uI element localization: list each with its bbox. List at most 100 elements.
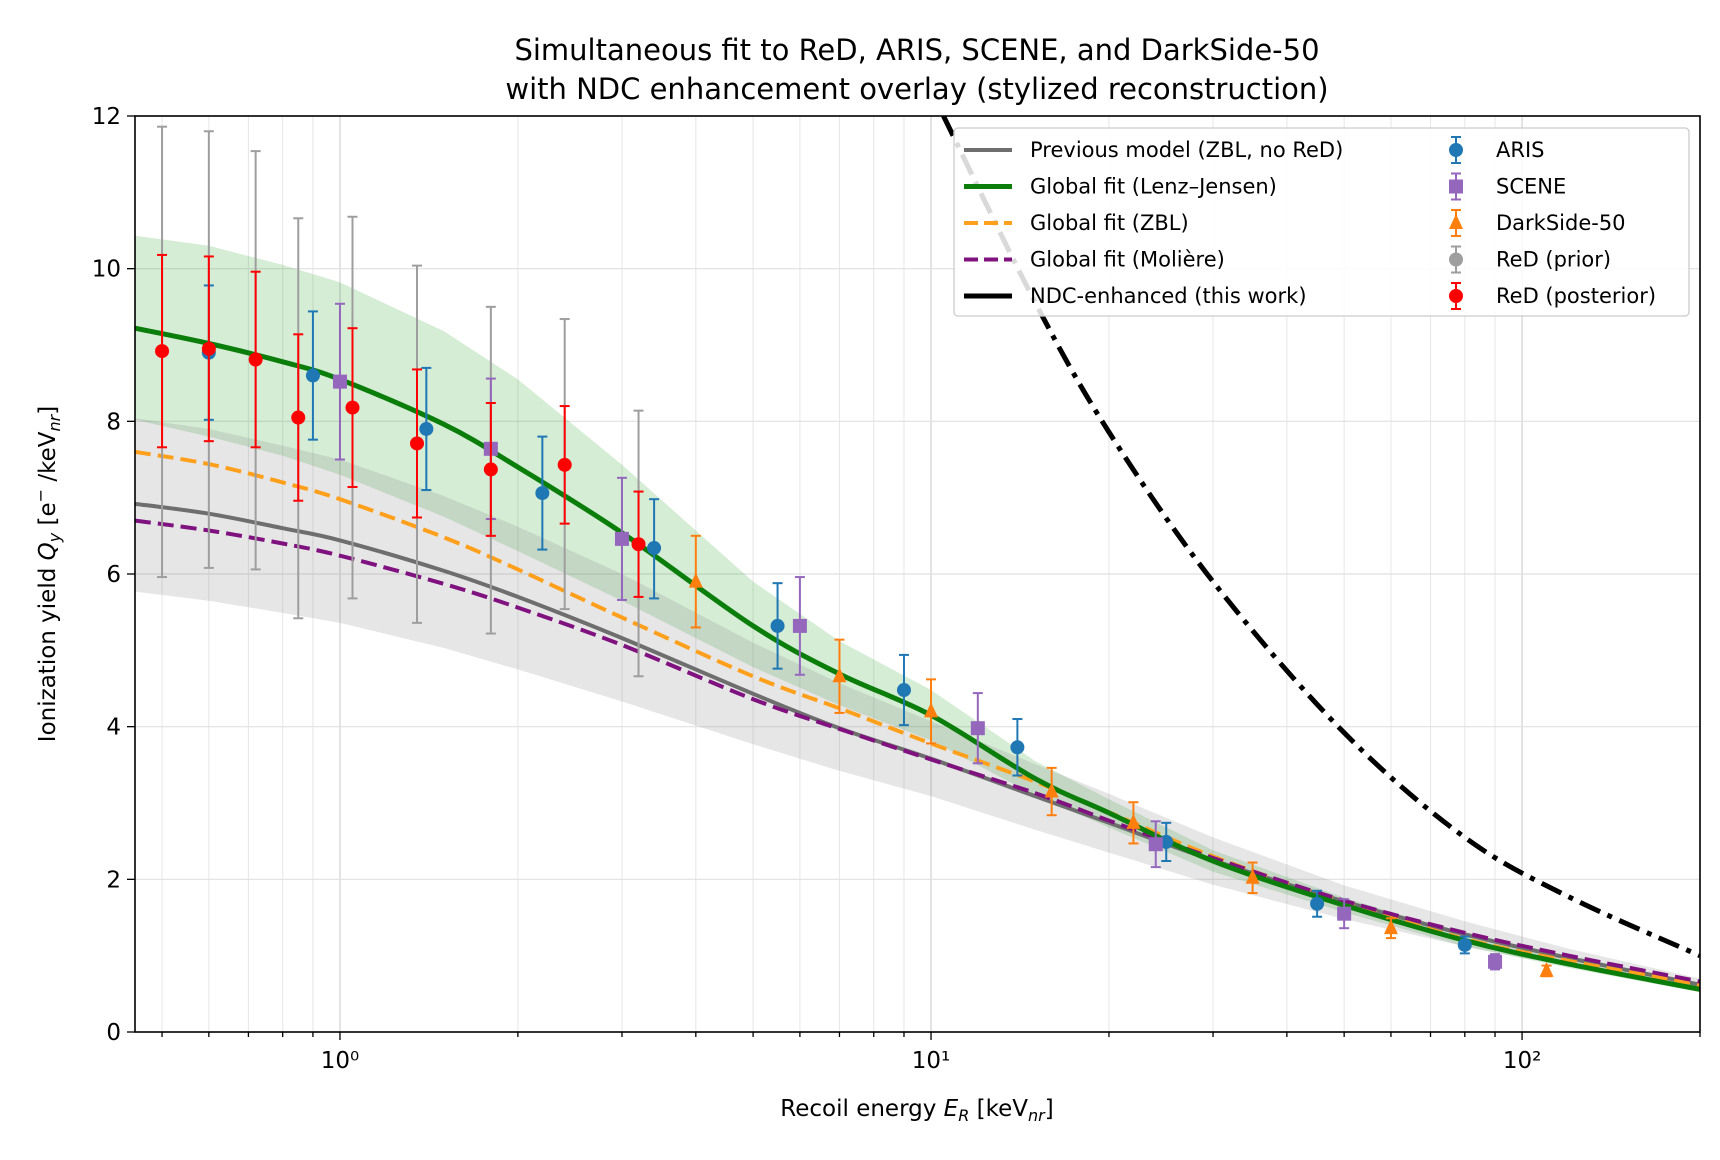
- aris-point: [770, 582, 785, 670]
- scene-point: [1488, 953, 1503, 971]
- red-post-point: [291, 333, 306, 502]
- data-marker: [1383, 919, 1398, 935]
- data-marker: [1337, 906, 1352, 921]
- data-marker: [631, 537, 646, 552]
- data-marker: [832, 667, 847, 683]
- ds50-point: [1383, 917, 1398, 940]
- red-post-point: [557, 405, 572, 525]
- aris-point: [1310, 889, 1325, 918]
- data-marker: [1245, 868, 1260, 884]
- ds50-point: [924, 678, 939, 745]
- data-marker: [647, 541, 662, 556]
- scene-point: [1148, 820, 1163, 869]
- ds50-point: [1245, 861, 1260, 895]
- legend-label-zbl: Global fit (ZBL): [1030, 211, 1189, 235]
- legend-label-scene: SCENE: [1496, 175, 1566, 199]
- aris-point: [535, 435, 550, 551]
- data-marker: [557, 457, 572, 472]
- data-marker: [614, 531, 629, 546]
- x-tick-label: 10¹: [912, 1048, 951, 1074]
- legend-marker-scene: [1449, 179, 1463, 194]
- data-marker: [155, 344, 170, 359]
- data-marker: [1148, 837, 1163, 852]
- data-marker: [1010, 740, 1025, 755]
- data-marker: [483, 462, 498, 477]
- y-tick-label: 2: [106, 867, 121, 893]
- legend: Previous model (ZBL, no ReD) Global fit (…: [953, 127, 1690, 317]
- scene-point: [332, 302, 347, 461]
- scene-point: [792, 576, 807, 676]
- chart-title: Simultaneous fit to ReD, ARIS, SCENE, an…: [505, 33, 1328, 106]
- red-post-point: [410, 368, 425, 519]
- data-marker: [1457, 937, 1472, 952]
- data-marker: [535, 486, 550, 501]
- data-marker: [419, 421, 434, 436]
- tick-layer: 10⁰ 10¹ 10² 0 2 4 6 8 10 12: [92, 104, 1701, 1074]
- red-post-point: [201, 255, 216, 443]
- red-post-point: [345, 327, 360, 488]
- legend-label-ndc: NDC-enhanced (this work): [1030, 284, 1307, 308]
- data-marker: [345, 400, 360, 415]
- curve-layer: [135, 116, 1700, 992]
- data-marker: [332, 374, 347, 389]
- data-marker: [410, 436, 425, 451]
- aris-point: [1457, 935, 1472, 955]
- legend-label-red_prior: ReD (prior): [1496, 248, 1611, 272]
- data-marker: [924, 702, 939, 718]
- data-marker: [792, 618, 807, 633]
- x-tick-label: 10⁰: [321, 1048, 360, 1074]
- red-post-point: [483, 402, 498, 537]
- ds50-point: [1539, 961, 1554, 978]
- band-gray: [135, 418, 1700, 990]
- data-marker: [201, 341, 216, 356]
- chart-title-line-1: Simultaneous fit to ReD, ARIS, SCENE, an…: [514, 33, 1319, 67]
- chart-title-line-2: with NDC enhancement overlay (stylized r…: [505, 72, 1328, 106]
- legend-marker-ds50: [1449, 214, 1463, 229]
- aris-point: [419, 366, 434, 492]
- ds50-point: [1126, 801, 1141, 845]
- data-marker: [1539, 961, 1554, 977]
- curve-moliere: [135, 518, 1700, 984]
- y-tick-label: 4: [106, 715, 121, 741]
- red-post-point: [155, 253, 170, 449]
- aris-point: [1010, 718, 1025, 777]
- legend-marker-red_prior: [1449, 252, 1463, 267]
- data-marker: [1126, 813, 1141, 829]
- legend-label-previous: Previous model (ZBL, no ReD): [1030, 138, 1343, 162]
- red-post-point: [631, 490, 646, 598]
- y-tick-label: 12: [92, 104, 121, 130]
- data-marker: [770, 618, 785, 633]
- x-axis-label: Recoil energy ER [keVnr]: [780, 1096, 1053, 1125]
- legend-frame: [953, 127, 1690, 317]
- red-post-point: [248, 270, 263, 449]
- scene-point: [614, 476, 629, 601]
- legend-label-aris: ARIS: [1496, 138, 1544, 162]
- data-marker: [1310, 896, 1325, 911]
- legend-label-lenz: Global fit (Lenz–Jensen): [1030, 175, 1277, 199]
- x-tick-label: 10²: [1503, 1048, 1542, 1074]
- ds50-point: [1044, 766, 1059, 817]
- aris-point: [647, 498, 662, 600]
- band-layer: [135, 235, 1700, 993]
- data-marker: [896, 683, 911, 698]
- legend-label-moliere: Global fit (Molière): [1030, 248, 1225, 272]
- data-marker: [248, 352, 263, 367]
- data-marker: [688, 572, 703, 588]
- scene-point: [970, 692, 985, 765]
- data-marker: [305, 368, 320, 383]
- y-tick-label: 10: [92, 257, 121, 283]
- data-marker: [291, 410, 306, 425]
- y-tick-label: 0: [106, 1020, 121, 1046]
- band-green: [135, 235, 1700, 993]
- legend-marker-aris: [1449, 143, 1463, 157]
- data-marker: [970, 721, 985, 736]
- aris-point: [896, 653, 911, 727]
- ds50-point: [688, 534, 703, 629]
- data-marker: [1488, 954, 1503, 969]
- data-marker: [1044, 782, 1059, 798]
- y-tick-label: 6: [106, 562, 121, 588]
- legend-label-ds50: DarkSide-50: [1496, 211, 1626, 235]
- y-tick-label: 8: [106, 409, 121, 435]
- aris-point: [305, 310, 320, 441]
